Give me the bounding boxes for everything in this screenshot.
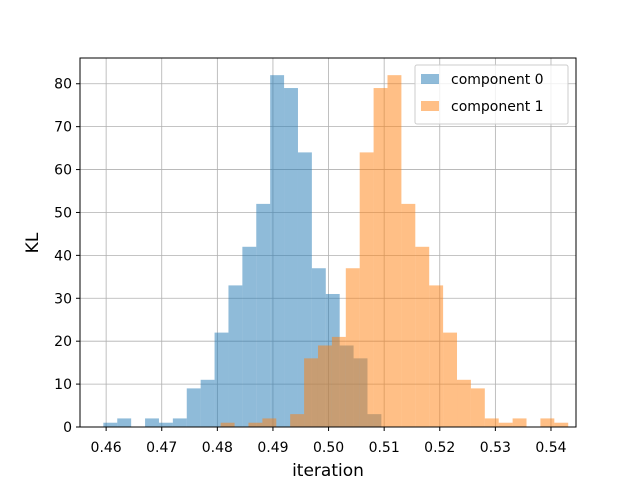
histogram-bar	[512, 418, 527, 427]
histogram-bar	[457, 379, 471, 427]
plot-frame	[79, 57, 577, 428]
bars	[103, 75, 569, 428]
histogram-bar	[103, 422, 118, 427]
histogram-bar	[214, 332, 229, 427]
histogram-bar	[220, 422, 235, 427]
histogram-bar	[242, 246, 257, 427]
y-tick-label: 20	[54, 334, 72, 350]
x-tick-label: 0.50	[313, 440, 344, 456]
y-tick-label: 0	[63, 420, 72, 436]
y-tick-label: 30	[54, 291, 72, 307]
histogram-bar	[387, 75, 402, 428]
histogram-bar	[443, 332, 458, 427]
legend-box	[414, 64, 569, 125]
histogram-bar	[290, 414, 305, 427]
y-tick-label: 70	[54, 120, 72, 136]
y-tick-label: 50	[54, 205, 72, 221]
y-axis-label: KL	[23, 232, 43, 253]
histogram-bar	[172, 418, 187, 427]
histogram-bar	[359, 152, 374, 427]
x-tick-label: 0.51	[369, 440, 400, 456]
legend-swatch-component-0	[421, 74, 439, 84]
x-tick-label: 0.54	[535, 440, 566, 456]
histogram-bar	[401, 203, 416, 427]
legend: component 0 component 1	[414, 64, 569, 125]
histogram-bar	[270, 75, 285, 428]
histogram-bar	[228, 285, 243, 427]
histogram-bar	[186, 388, 201, 427]
x-tick-label: 0.53	[480, 440, 511, 456]
histogram-bar	[248, 422, 263, 427]
histogram-bar	[484, 418, 499, 427]
y-tick-label: 60	[54, 163, 72, 179]
x-axis-label: iteration	[292, 461, 364, 480]
histogram-bar	[158, 422, 173, 427]
histogram-bar	[345, 268, 360, 427]
histogram-bar	[284, 88, 298, 427]
x-tick-label: 0.46	[91, 440, 122, 456]
legend-label-component-0: component 0	[451, 72, 544, 88]
histogram-bar	[415, 246, 430, 427]
histogram-bar	[256, 203, 271, 427]
y-tick-label: 10	[54, 377, 72, 393]
histogram-bar	[331, 336, 346, 427]
histogram-bar	[262, 418, 277, 427]
histogram-bar	[429, 285, 444, 427]
x-tick-label: 0.49	[257, 440, 288, 456]
ticks: 0.46 0.47 0.48 0.49 0.50 0.51 0.52 0.53 0.54 0 10 2…	[54, 77, 566, 456]
legend-label-component-1: component 1	[451, 99, 544, 115]
histogram-bar	[470, 388, 485, 427]
legend-swatch-component-1	[421, 101, 439, 111]
x-tick-label: 0.48	[202, 440, 233, 456]
y-tick-label: 80	[54, 77, 72, 93]
histogram-bar	[117, 418, 132, 427]
histogram-bar	[554, 422, 569, 427]
histogram-bar	[373, 88, 388, 427]
histogram-bar	[317, 345, 332, 427]
histogram-bar	[145, 418, 159, 427]
x-tick-label: 0.52	[424, 440, 455, 456]
series-1	[220, 75, 569, 428]
histogram-bar	[200, 379, 215, 427]
histogram-bar	[540, 418, 555, 427]
y-tick-label: 40	[54, 248, 72, 264]
histogram-bar	[304, 358, 318, 427]
x-tick-label: 0.47	[146, 440, 177, 456]
histogram-bar	[498, 422, 513, 427]
